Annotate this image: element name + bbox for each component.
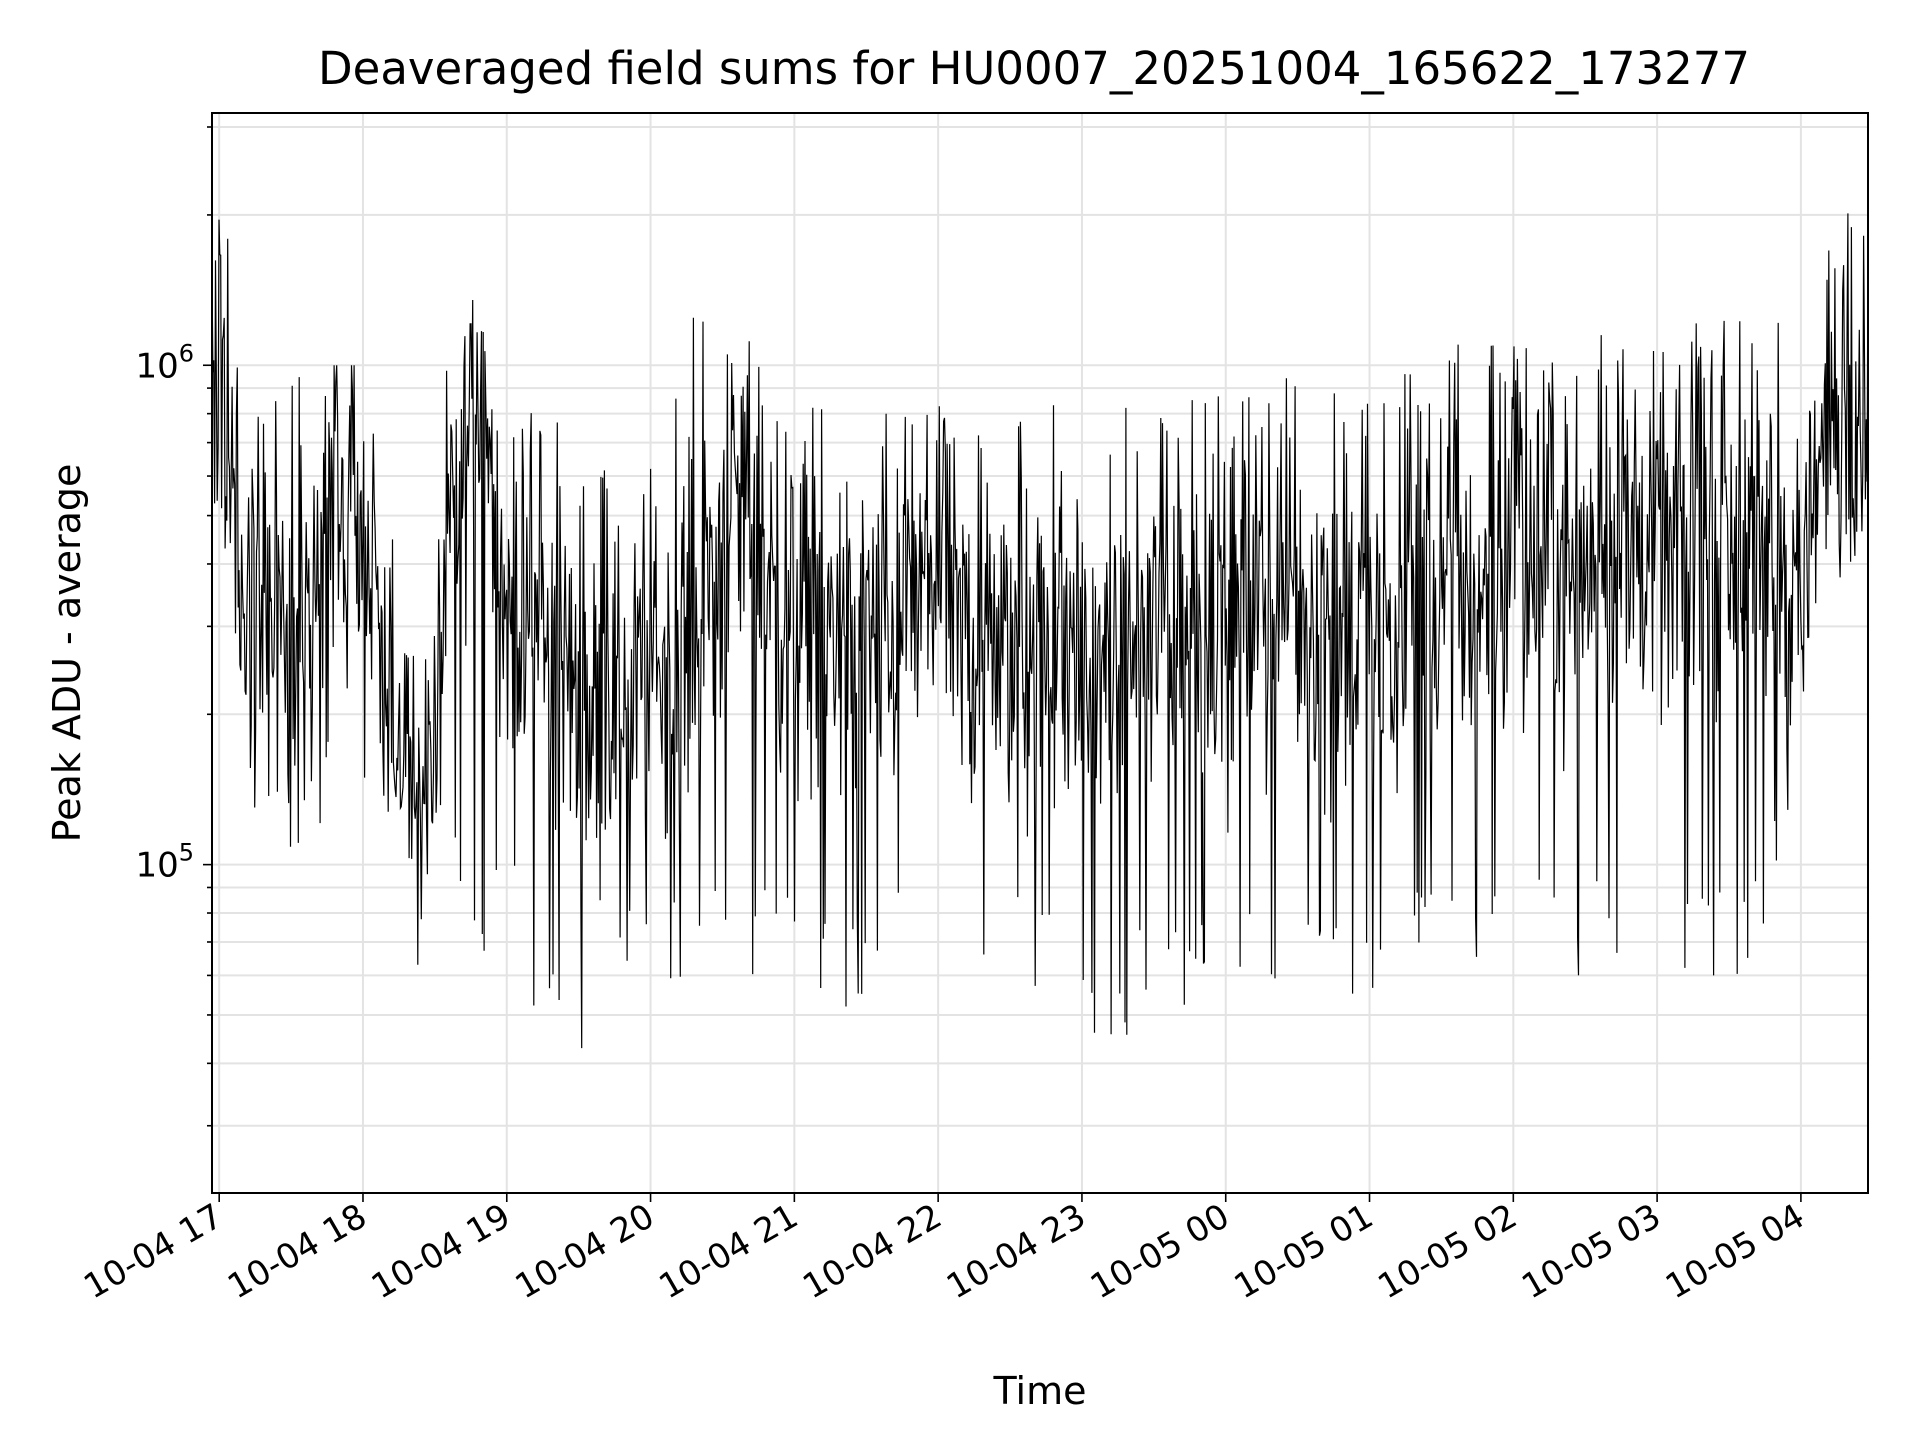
y-tick-label: 106 — [135, 339, 194, 386]
series-path — [211, 213, 1869, 1049]
plot-frame — [211, 112, 1869, 1194]
y-axis-label: Peak ADU - average — [45, 464, 89, 843]
y-tick-label: 105 — [135, 839, 194, 886]
y-axis: 105 106 — [135, 126, 212, 1127]
chart-title: Deaveraged field sums for HU0007_2025100… — [318, 42, 1750, 95]
series-line — [211, 213, 1869, 1049]
x-axis-label: Time — [993, 1369, 1087, 1413]
